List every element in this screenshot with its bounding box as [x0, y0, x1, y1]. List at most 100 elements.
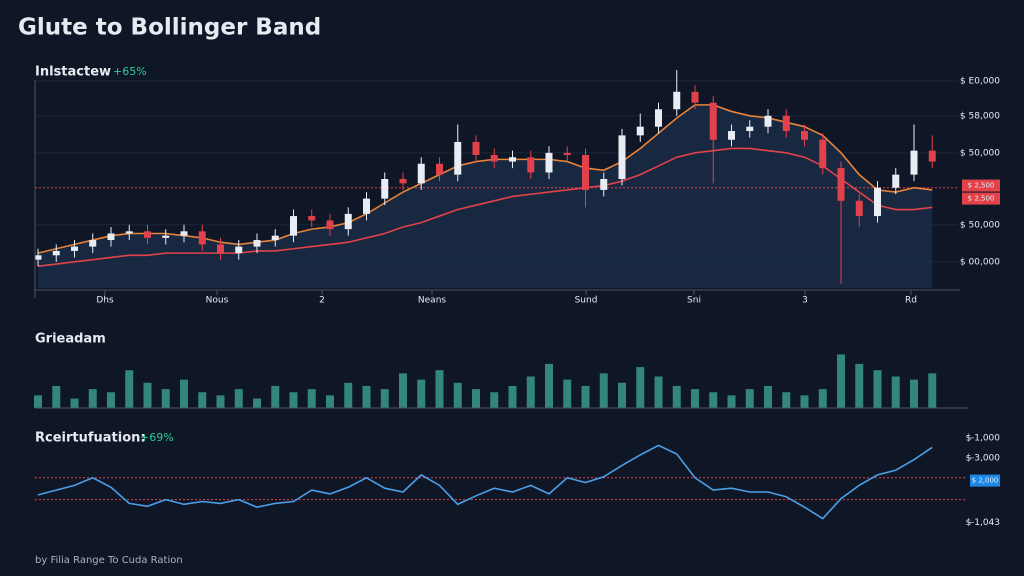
candle-body [509, 157, 516, 162]
x-tick-label: Sni [687, 296, 701, 306]
x-tick-label: 2 [319, 296, 325, 306]
volume-bar [307, 389, 316, 408]
candle-body [271, 235, 279, 241]
oscillator-line [37, 444, 933, 520]
candle-body [34, 255, 42, 260]
volume-bar [143, 382, 152, 408]
volume-bar [672, 385, 681, 408]
volume-bar [526, 376, 535, 408]
page-title: Glute to Bollinger Band [18, 15, 321, 41]
candle-body [399, 179, 407, 184]
candle-body [344, 213, 352, 230]
volume-bar [453, 382, 462, 408]
value-tag-label: $ 2,000 [972, 477, 999, 485]
x-tick-label: Neans [418, 296, 446, 306]
price-tag-label: $ 2,500 [968, 182, 995, 190]
candle-body [910, 150, 918, 175]
candle-body [728, 131, 735, 140]
volume-bar [599, 373, 608, 408]
candle-body [125, 231, 133, 234]
band-area [38, 104, 933, 288]
candle-body [308, 216, 316, 221]
volume-bar [271, 385, 280, 408]
candle-body [673, 91, 681, 110]
band-line [37, 147, 933, 267]
candle-body [107, 233, 115, 241]
volume-bar [709, 392, 718, 408]
y-tick-label: $ 58,000 [960, 111, 1000, 121]
volume-bar [545, 363, 553, 408]
candle-body [144, 231, 151, 238]
x-tick-label: Rd [905, 296, 917, 306]
y-tick-label: $ 1,000 [966, 433, 1001, 443]
candle-body [454, 141, 462, 175]
volume-bar [764, 385, 772, 408]
candle-body [655, 109, 662, 127]
volume-bar [70, 398, 79, 408]
volume-bar [800, 395, 809, 408]
volume-bar [234, 389, 243, 408]
volume-bar [289, 392, 298, 408]
volume-bar [435, 370, 444, 408]
volume-bar [52, 385, 61, 408]
price-tag-label: $ 2,500 [968, 195, 995, 203]
volume-bar [508, 385, 517, 408]
candle-body [563, 152, 571, 156]
y-tick-label: $ 1,043 [966, 518, 1000, 528]
candle-body [326, 220, 334, 230]
volume-bar [362, 385, 371, 408]
volume-bar [180, 379, 188, 408]
y-tick-label: $ 50,000 [960, 148, 1000, 158]
candle-body [162, 235, 170, 238]
candle-body [198, 231, 206, 245]
candle-body [417, 163, 425, 184]
volume-bar [928, 373, 937, 408]
volume-bar [125, 370, 134, 408]
x-tick-label: Dhs [96, 296, 114, 306]
candle-body [363, 198, 370, 214]
volume-bar [472, 389, 480, 408]
volume-bar [563, 379, 572, 408]
volume-bar [727, 395, 736, 408]
candle-body [892, 174, 900, 188]
candle-body [600, 179, 608, 190]
x-tick-label: Nous [206, 296, 229, 306]
candle-body [290, 216, 297, 236]
y-tick-label: $ 00,000 [960, 257, 1000, 267]
candle-body [253, 240, 261, 247]
volume-bar [326, 395, 334, 408]
candle-body [472, 141, 480, 156]
candle-body [636, 126, 644, 136]
footer: by Filia Range To Cuda Ration [35, 555, 183, 566]
candle-body [801, 131, 808, 140]
volume-bar [837, 354, 845, 408]
volume-bar [216, 395, 225, 408]
x-tick-label: 3 [802, 296, 808, 306]
volume-bar [253, 398, 261, 408]
candle-body [582, 155, 589, 190]
value-tag [970, 474, 1000, 487]
candle-body [782, 115, 790, 132]
candle-body [819, 139, 827, 169]
volume-bar [873, 370, 882, 408]
candle-body [764, 115, 772, 127]
volume-bar [417, 379, 426, 408]
candle-body [235, 246, 243, 254]
candle-body [52, 250, 60, 256]
panel-label: Grieadam [35, 332, 106, 347]
volume-bar [691, 389, 699, 408]
candle-body [490, 155, 498, 162]
panel-label: Inlstactew [35, 65, 111, 80]
price-tag [962, 179, 1000, 192]
candle-body [837, 168, 845, 201]
panel-change: +65% [113, 65, 147, 78]
panel-change: +69% [140, 431, 174, 444]
candle-body [691, 91, 699, 103]
candle-body [89, 240, 97, 247]
volume-bar [782, 392, 791, 408]
candle-body [217, 244, 224, 254]
volume-bar [910, 379, 918, 408]
candle-body [527, 157, 535, 173]
volume-bar [198, 392, 207, 408]
